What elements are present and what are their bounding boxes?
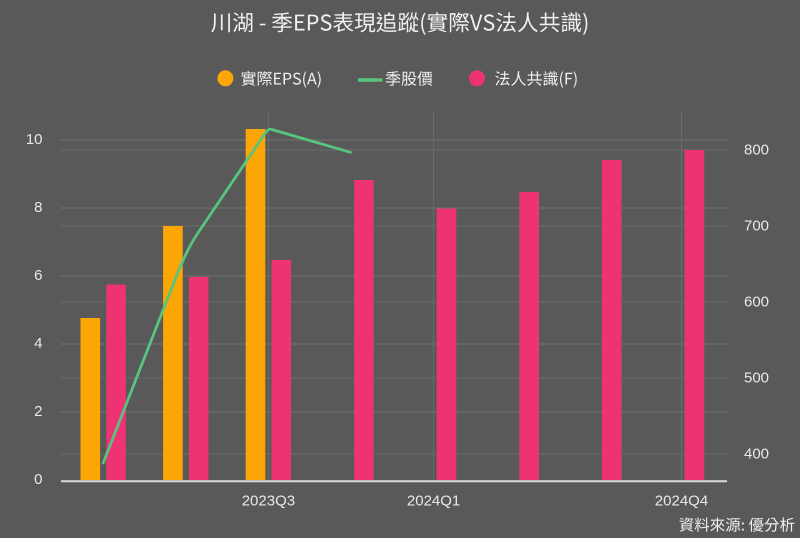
svg-text:2024Q1: 2024Q1 [407,493,460,510]
svg-text:600: 600 [744,294,769,311]
svg-text:2023Q3: 2023Q3 [242,493,295,510]
svg-text:4: 4 [34,335,42,352]
svg-text:800: 800 [744,142,769,159]
svg-text:2024Q4: 2024Q4 [655,493,708,510]
svg-text:400: 400 [744,446,769,463]
svg-text:0: 0 [34,471,42,488]
svg-text:6: 6 [34,267,42,284]
svg-text:8: 8 [34,199,42,216]
svg-text:10: 10 [26,131,43,148]
svg-text:2: 2 [34,403,42,420]
svg-text:700: 700 [744,218,769,235]
svg-text:500: 500 [744,370,769,387]
